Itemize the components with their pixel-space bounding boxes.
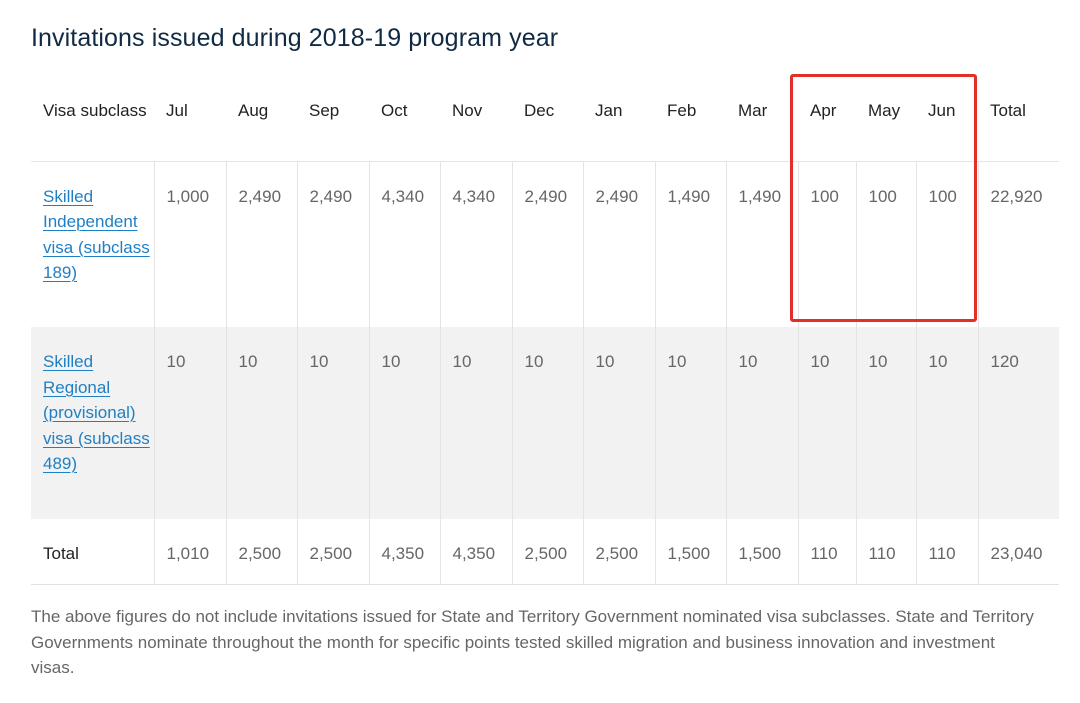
table-cell: 2,490: [225, 161, 297, 327]
skilled-regional-visa-link[interactable]: Skilled Regional (provisional) visa (sub…: [43, 352, 150, 473]
table-cell: 2,490: [582, 161, 655, 327]
table-cell: 100: [855, 161, 916, 327]
header-month-oct: Oct: [369, 80, 440, 162]
table-cell: 10: [153, 327, 226, 519]
header-month-apr: Apr: [798, 80, 856, 162]
footnote: The above figures do not include invitat…: [31, 607, 1034, 677]
row-total-cell: 120: [977, 327, 1059, 519]
table-cell: 2,500: [225, 519, 297, 585]
table-cell: 2,500: [511, 519, 583, 585]
table-header-row: Visa subclass Jul Aug Sep Oct Nov Dec Ja…: [31, 80, 1059, 162]
table-cell: 4,350: [439, 519, 512, 585]
table-cell: 100: [915, 161, 978, 327]
table-cell: 10: [511, 327, 583, 519]
table-cell: 1,000: [153, 161, 226, 327]
table-cell: 10: [296, 327, 369, 519]
row-total-cell: 22,920: [977, 161, 1059, 327]
table-cell: 2,500: [296, 519, 369, 585]
header-month-dec: Dec: [512, 80, 583, 162]
table-cell: 10: [225, 327, 297, 519]
table-cell: 10: [368, 327, 440, 519]
table-cell: 110: [915, 519, 978, 585]
header-month-may: May: [856, 80, 916, 162]
page-title: Invitations issued during 2018-19 progra…: [31, 24, 559, 52]
table-cell: 110: [855, 519, 916, 585]
table-cell: 2,490: [296, 161, 369, 327]
visa-cell: Skilled Independent visa (subclass 189): [31, 161, 154, 327]
table-cell: 2,500: [582, 519, 655, 585]
table-cell: 110: [797, 519, 856, 585]
table-cell: 1,500: [725, 519, 798, 585]
table-cell: 4,340: [439, 161, 512, 327]
table-row-totals: Total 1,010 2,500 2,500 4,350 4,350 2,50…: [31, 519, 1059, 585]
table-cell: 100: [797, 161, 856, 327]
header-month-jun: Jun: [916, 80, 978, 162]
header-month-aug: Aug: [226, 80, 297, 162]
table-cell: 1,500: [654, 519, 726, 585]
table-cell: 10: [654, 327, 726, 519]
table-cell: 10: [797, 327, 856, 519]
skilled-independent-visa-link[interactable]: Skilled Independent visa (subclass 189): [43, 186, 150, 283]
table-cell: 10: [582, 327, 655, 519]
invitations-table: Visa subclass Jul Aug Sep Oct Nov Dec Ja…: [31, 80, 1059, 585]
table-row-subclass-489: Skilled Regional (provisional) visa (sub…: [31, 327, 1059, 519]
table-cell: 1,010: [153, 519, 226, 585]
table-cell: 2,490: [511, 161, 583, 327]
header-total: Total: [978, 80, 1059, 162]
totals-label: Total: [31, 519, 154, 585]
header-month-feb: Feb: [655, 80, 726, 162]
visa-cell: Skilled Regional (provisional) visa (sub…: [31, 327, 154, 519]
header-month-jul: Jul: [154, 80, 226, 162]
header-visa-subclass: Visa subclass: [31, 80, 154, 162]
table-row-subclass-189: Skilled Independent visa (subclass 189) …: [31, 161, 1059, 327]
table-cell: 1,490: [725, 161, 798, 327]
table-cell: 10: [725, 327, 798, 519]
table-cell: 10: [439, 327, 512, 519]
table-cell: 4,340: [368, 161, 440, 327]
grand-total-cell: 23,040: [977, 519, 1059, 585]
header-month-jan: Jan: [583, 80, 655, 162]
header-month-sep: Sep: [297, 80, 369, 162]
table-cell: 1,490: [654, 161, 726, 327]
table-cell: 10: [855, 327, 916, 519]
table-cell: 4,350: [368, 519, 440, 585]
header-month-nov: Nov: [440, 80, 512, 162]
header-month-mar: Mar: [726, 80, 798, 162]
table-cell: 10: [915, 327, 978, 519]
